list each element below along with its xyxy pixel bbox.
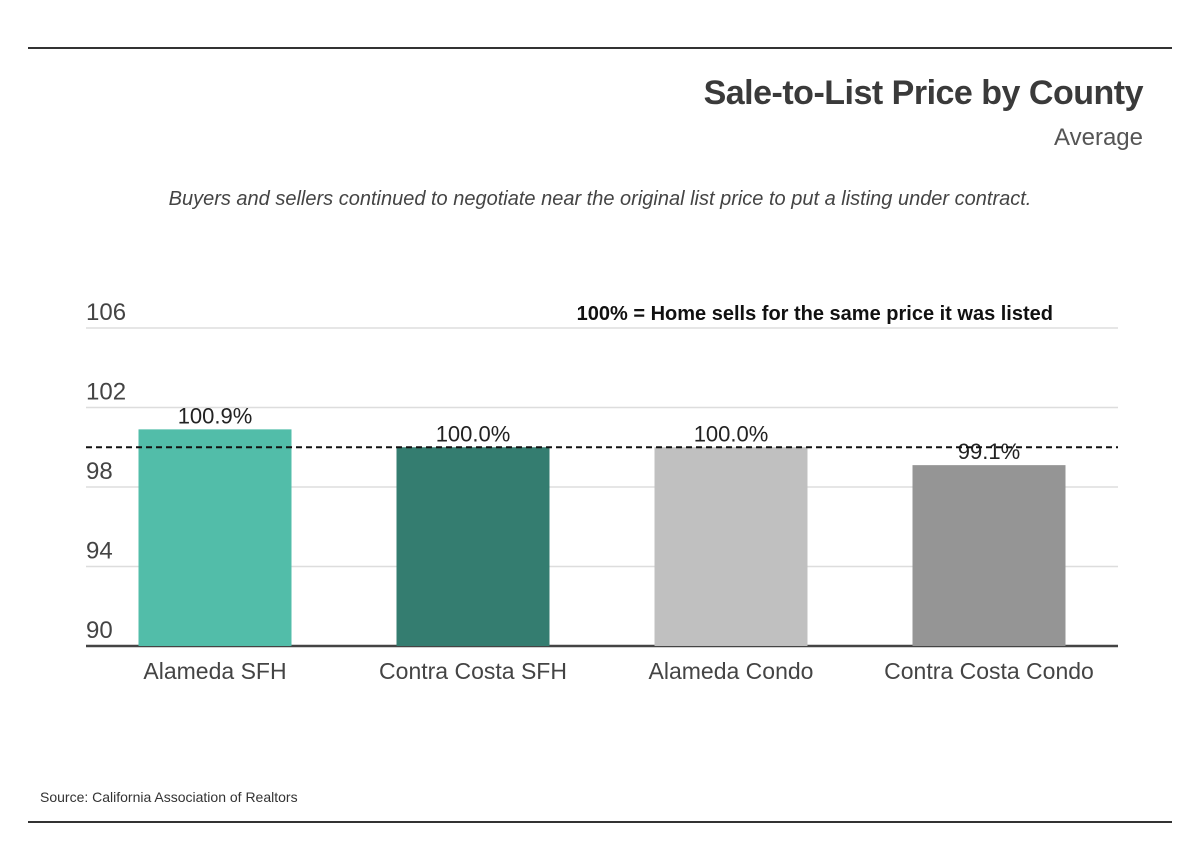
chart-title: Sale-to-List Price by County (703, 74, 1144, 112)
x-tick-label: Contra Costa Condo (884, 658, 1094, 684)
y-tick-label: 98 (86, 458, 113, 485)
x-tick-label: Alameda SFH (143, 658, 286, 684)
top-rule (28, 47, 1172, 49)
x-tick-label: Alameda Condo (649, 658, 814, 684)
reference-line-label: 100% = Home sells for the same price it … (577, 303, 1053, 325)
bar (654, 447, 808, 646)
chart-description: Buyers and sellers continued to negotiat… (168, 188, 1032, 210)
bar (396, 447, 550, 646)
y-tick-label: 102 (86, 379, 126, 406)
data-label: 100.9% (178, 403, 253, 428)
source-note: Source: California Association of Realto… (40, 789, 298, 805)
y-tick-label: 90 (86, 617, 113, 644)
reference-line-group: 100% = Home sells for the same price it … (86, 303, 1118, 449)
data-label: 100.0% (694, 421, 769, 446)
y-tick-labels: 90 94 98 102 106 (86, 299, 126, 644)
bars (138, 429, 1066, 646)
y-tick-label: 94 (86, 538, 113, 565)
bottom-rule (28, 821, 1172, 823)
bar (912, 465, 1066, 646)
chart-subtitle: Average (1054, 124, 1143, 151)
data-labels: 100.9% 100.0% 100.0% 99.1% (178, 403, 1021, 464)
y-tick-label: 106 (86, 299, 126, 326)
x-tick-label: Contra Costa SFH (379, 658, 567, 684)
data-label: 100.0% (436, 421, 511, 446)
data-label: 99.1% (958, 439, 1020, 464)
x-tick-labels: Alameda SFH Contra Costa SFH Alameda Condo… (143, 658, 1093, 684)
bar (138, 429, 292, 646)
